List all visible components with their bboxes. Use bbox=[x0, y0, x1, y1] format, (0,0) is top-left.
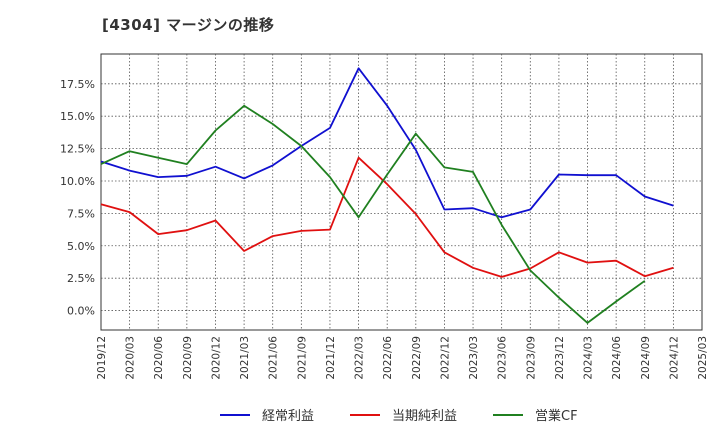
x-tick-label: 2021/03 bbox=[239, 336, 251, 380]
x-tick-label: 2023/06 bbox=[497, 336, 509, 380]
y-tick-label: 2.5% bbox=[67, 272, 95, 285]
y-tick-label: 12.5% bbox=[60, 143, 95, 156]
series-line-経常利益 bbox=[100, 67, 674, 219]
x-tick-label: 2022/12 bbox=[439, 336, 451, 380]
chart-title: [4304] マージンの推移 bbox=[102, 16, 275, 34]
x-tick-label: 2022/09 bbox=[411, 336, 423, 380]
legend-label: 経常利益 bbox=[262, 409, 314, 424]
y-tick-label: 5.0% bbox=[67, 240, 95, 253]
x-tick-label: 2024/06 bbox=[611, 336, 623, 380]
x-tick-label: 2020/03 bbox=[125, 336, 137, 380]
x-tick-label: 2022/06 bbox=[382, 336, 394, 380]
x-tick-label: 2024/09 bbox=[640, 336, 652, 380]
y-tick-label: 17.5% bbox=[60, 78, 95, 91]
y-tick-label: 0.0% bbox=[67, 305, 95, 318]
x-tick-label: 2024/12 bbox=[668, 336, 680, 380]
y-tick-label: 15.0% bbox=[60, 110, 95, 123]
x-tick-label: 2021/09 bbox=[296, 336, 308, 380]
x-tick-label: 2020/09 bbox=[182, 336, 194, 380]
series-lines bbox=[100, 67, 674, 324]
grid bbox=[100, 53, 703, 331]
legend-label: 営業CF bbox=[535, 408, 578, 424]
x-axis-ticks: 2019/12 2020/03 2020/06 2020/09 2020/12 2021/… bbox=[96, 336, 709, 380]
x-tick-label: 2020/06 bbox=[153, 336, 165, 380]
x-tick-label: 2023/12 bbox=[554, 336, 566, 380]
y-axis-ticks: 0.0% 2.5% 5.0% 7.5% 10.0% 12.5% 15.0% 17.5% bbox=[60, 78, 95, 318]
y-tick-label: 7.5% bbox=[67, 207, 95, 220]
y-tick-label: 10.0% bbox=[60, 175, 95, 188]
series-line-当期純利益 bbox=[100, 156, 674, 278]
legend-label: 当期純利益 bbox=[392, 409, 457, 424]
x-tick-label: 2022/03 bbox=[354, 336, 366, 380]
x-tick-label: 2023/03 bbox=[468, 336, 480, 380]
x-tick-label: 2025/03 bbox=[697, 336, 709, 380]
plot-frame bbox=[100, 53, 703, 331]
x-tick-label: 2023/09 bbox=[525, 336, 537, 380]
x-tick-label: 2021/12 bbox=[325, 336, 337, 380]
series-line-営業CF bbox=[100, 104, 646, 324]
legend: 経常利益 当期純利益 営業CF bbox=[220, 408, 578, 424]
x-tick-label: 2024/03 bbox=[583, 336, 595, 380]
x-tick-label: 2020/12 bbox=[210, 336, 222, 380]
x-tick-label: 2021/06 bbox=[268, 336, 280, 380]
x-tick-label: 2019/12 bbox=[96, 336, 108, 380]
